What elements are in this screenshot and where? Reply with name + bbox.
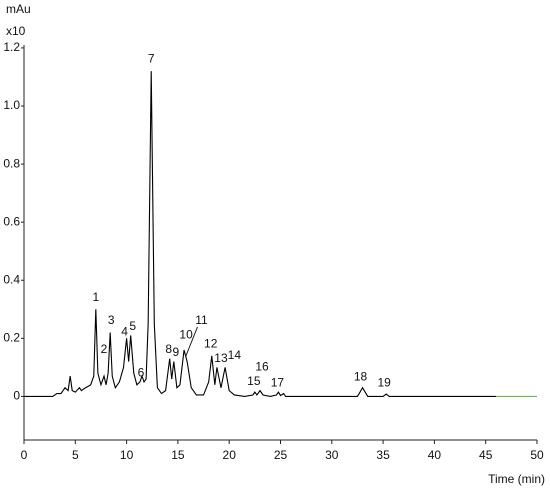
y-tick-label: 0.2 [3, 331, 20, 345]
peak-label: 5 [129, 319, 136, 333]
peak-label: 14 [228, 348, 242, 362]
x-tick-label: 5 [72, 448, 79, 462]
peak-label: 11 [195, 313, 208, 327]
peak-label: 9 [173, 345, 180, 359]
y-multiplier: x10 [6, 24, 26, 38]
peak-label: 7 [148, 52, 155, 66]
peak-label: 10 [179, 328, 193, 342]
y-tick-label: 0.8 [3, 156, 20, 170]
peak-label: 19 [377, 376, 391, 390]
y-tick-label: 1.2 [3, 40, 20, 54]
peak-label: 2 [101, 342, 108, 356]
y-unit: mAu [6, 2, 31, 16]
peak-label: 3 [108, 313, 115, 327]
x-tick-label: 30 [325, 448, 339, 462]
trace [24, 71, 496, 397]
peak-label: 13 [214, 351, 228, 365]
x-tick-label: 20 [223, 448, 237, 462]
y-tick-label: 0 [13, 389, 20, 403]
x-tick-label: 15 [171, 448, 185, 462]
peak-label: 8 [165, 342, 172, 356]
y-tick-label: 0.6 [3, 214, 20, 228]
x-tick-label: 40 [428, 448, 442, 462]
peak-label: 16 [255, 360, 269, 374]
peak-label: 17 [271, 376, 285, 390]
x-tick-label: 10 [120, 448, 134, 462]
y-tick-label: 0.4 [3, 272, 20, 286]
leader-line [185, 326, 198, 358]
peak-label: 1 [92, 290, 99, 304]
peak-label: 12 [204, 336, 218, 350]
peak-label: 4 [121, 325, 128, 339]
y-tick-label: 1.0 [3, 98, 20, 112]
x-tick-label: 25 [274, 448, 288, 462]
peak-label: 6 [138, 365, 145, 379]
x-axis-label: Time (min) [488, 472, 545, 486]
peak-label: 18 [354, 370, 368, 384]
x-tick-label: 50 [530, 448, 544, 462]
x-tick-label: 35 [376, 448, 390, 462]
peak-label: 15 [247, 374, 261, 388]
x-tick-label: 0 [21, 448, 28, 462]
x-tick-label: 45 [479, 448, 493, 462]
